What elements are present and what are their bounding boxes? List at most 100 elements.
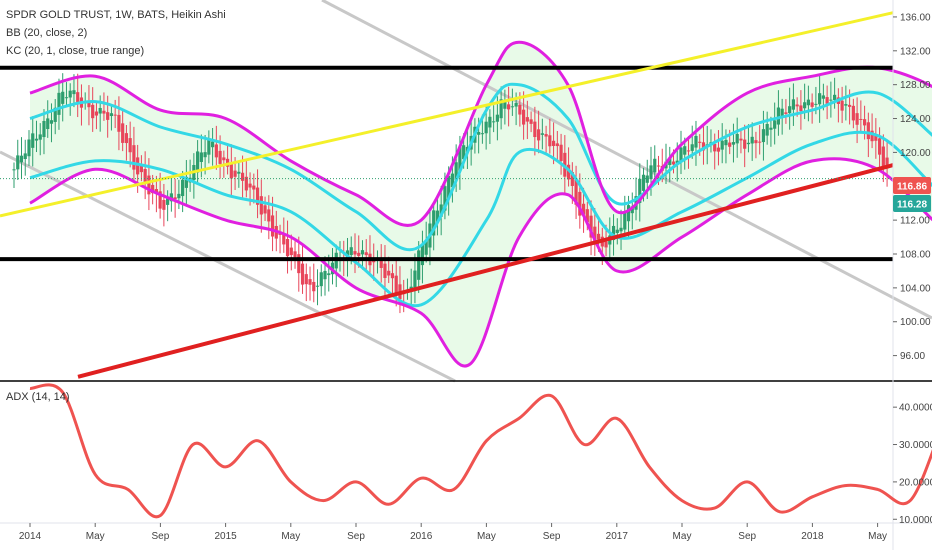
candle-body <box>844 104 848 106</box>
candle-body <box>555 143 559 147</box>
candle-body <box>551 140 556 146</box>
time-tick-label: 2015 <box>214 531 237 542</box>
candle-body <box>604 241 608 248</box>
candle-body <box>773 120 777 129</box>
candle-body <box>248 183 252 188</box>
candle-body <box>31 133 35 148</box>
candle-body <box>630 206 634 214</box>
candle-body <box>439 204 443 217</box>
candle-body <box>765 123 769 136</box>
price-badge-upper: 116.86 <box>897 182 927 193</box>
candle-body <box>510 106 514 108</box>
candle-body <box>143 169 147 183</box>
candle-body <box>72 90 76 95</box>
candle-body <box>739 138 743 141</box>
candle-body <box>379 259 383 268</box>
candle-body <box>196 151 200 173</box>
candle-body <box>626 205 631 222</box>
candle-body <box>413 270 417 290</box>
candle-body <box>61 91 65 104</box>
candle-body <box>27 139 31 157</box>
candle-body <box>529 119 533 124</box>
candle-body <box>297 254 301 274</box>
candle-body <box>683 146 687 155</box>
candle-body <box>285 239 290 257</box>
time-axis[interactable]: 2014 May Sep 2015 May Sep 2016 May Sep 2017 May Sep… <box>19 523 932 542</box>
candle-body <box>829 99 833 101</box>
price-badge-bg-lower <box>893 195 931 212</box>
candle-body <box>525 117 529 122</box>
indicator-bb-label[interactable]: BB (20, close, 2) <box>6 27 87 39</box>
rising-channel-upper-line <box>0 11 894 218</box>
price-tick-label: 128.00 <box>900 80 931 91</box>
candle-body <box>229 162 233 179</box>
candle-body <box>743 139 747 149</box>
candle-body <box>23 153 27 160</box>
candle-body <box>492 121 496 123</box>
candle-body <box>679 147 683 162</box>
candle-body <box>518 104 522 115</box>
candle-body <box>109 113 114 117</box>
candle-body <box>12 169 16 171</box>
adx-axis[interactable]: 40.0000 30.0000 20.0000 10.0000 <box>893 403 932 526</box>
candle-body <box>885 157 889 169</box>
candle-body <box>177 193 181 199</box>
bollinger-upper-line <box>29 40 932 227</box>
candle-body <box>833 94 837 101</box>
falling-channel-lines <box>0 0 932 383</box>
price-tick-label: 132.00 <box>900 46 931 57</box>
candle-body <box>319 272 323 287</box>
candle-body <box>124 133 129 144</box>
candle-body <box>184 176 188 188</box>
candle-body <box>507 104 511 110</box>
candle-body <box>803 102 807 109</box>
time-tick-label: May <box>86 531 105 542</box>
candle-body <box>240 172 245 181</box>
time-tick-label: 2017 <box>606 531 629 542</box>
time-tick-label: May <box>281 531 300 542</box>
time-tick-label: Sep <box>543 531 561 542</box>
candle-body <box>327 273 331 276</box>
candle-body <box>263 205 267 214</box>
candle-body <box>649 165 653 180</box>
candle-body <box>499 99 503 119</box>
candle-body <box>788 106 792 114</box>
candle-body <box>540 133 544 135</box>
candle-body <box>656 165 661 167</box>
candle-body <box>353 251 357 255</box>
candle-body <box>158 191 162 209</box>
candle-body <box>94 111 99 116</box>
candle-body <box>312 281 316 292</box>
candle-body <box>383 263 387 278</box>
candle-body <box>87 102 91 108</box>
candle-body <box>435 210 440 223</box>
candle-body <box>300 263 305 285</box>
candle-body <box>308 279 312 285</box>
candle-body <box>488 116 492 128</box>
time-tick-label: 2014 <box>19 531 42 542</box>
candle-body <box>671 161 676 165</box>
candle-body <box>791 99 796 110</box>
candle-body <box>136 157 140 175</box>
candle-body <box>289 247 293 256</box>
candle-body <box>42 121 46 138</box>
price-axis[interactable]: 136.00132.00128.00124.00120.00116.00112.… <box>893 12 931 362</box>
candle-body <box>244 176 248 191</box>
candle-body <box>818 93 822 105</box>
indicator-adx-label[interactable]: ADX (14, 14) <box>6 391 70 403</box>
candle-body <box>698 141 702 143</box>
candle-body <box>690 144 694 151</box>
candle-body <box>799 105 803 112</box>
candle-body <box>668 158 672 165</box>
adx-tick-label: 10.0000 <box>899 515 932 526</box>
symbol-title[interactable]: SPDR GOLD TRUST, 1W, BATS, Heikin Ashi <box>6 9 226 21</box>
candle-body <box>106 112 110 120</box>
indicator-kc-label[interactable]: KC (20, 1, close, true range) <box>6 45 144 57</box>
candle-body <box>98 107 102 114</box>
candle-body <box>821 95 825 99</box>
candle-body <box>218 150 222 164</box>
candle-body <box>746 142 751 145</box>
candle-body <box>151 184 155 194</box>
candle-body <box>754 140 758 144</box>
price-tick-label: 124.00 <box>900 114 931 125</box>
